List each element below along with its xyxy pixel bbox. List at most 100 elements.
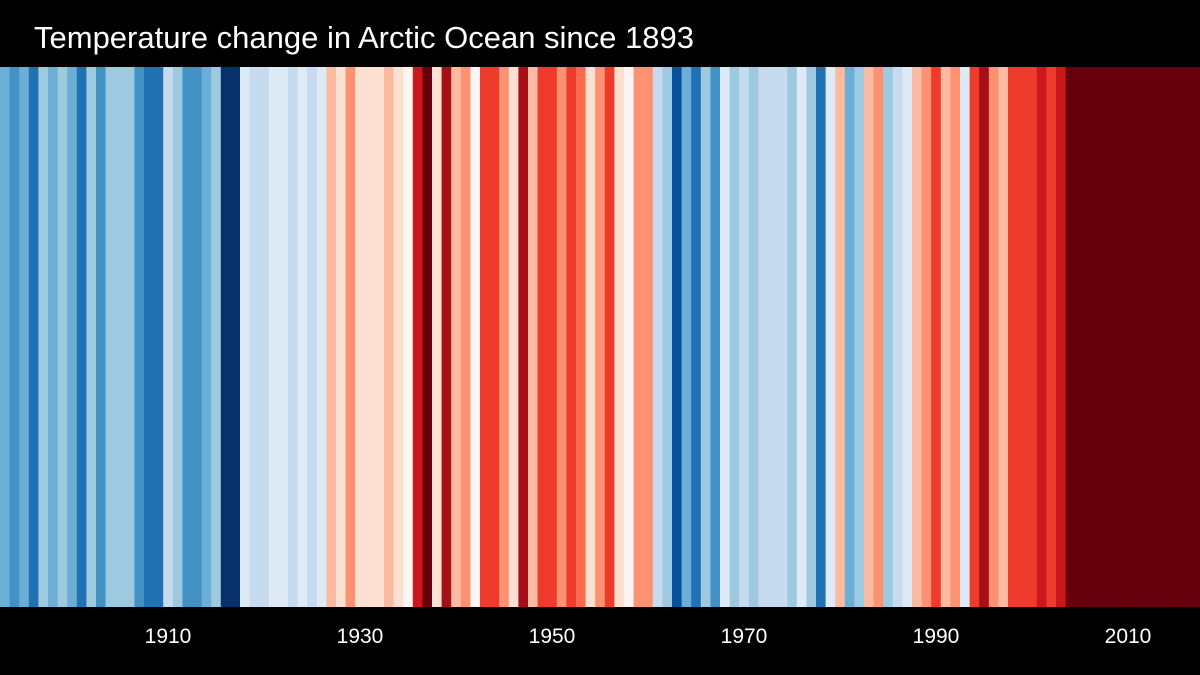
x-tick-label: 1970	[721, 625, 768, 648]
stripe-1960	[643, 67, 654, 607]
stripe-1932	[374, 67, 385, 607]
stripe-1909	[153, 67, 164, 607]
stripe-1977	[806, 67, 817, 607]
stripe-1983	[864, 67, 875, 607]
stripe-1938	[432, 67, 443, 607]
stripe-1980	[835, 67, 846, 607]
stripe-1959	[633, 67, 644, 607]
stripe-2004	[1065, 67, 1076, 607]
chart-title: Temperature change in Arctic Ocean since…	[34, 20, 694, 55]
stripe-1923	[288, 67, 299, 607]
x-axis: 1910 1930 1950 1970 1990 2010	[145, 625, 1152, 648]
stripe-1955	[595, 67, 606, 607]
stripe-1974	[777, 67, 788, 607]
stripe-1991	[940, 67, 951, 607]
stripe-1948	[528, 67, 539, 607]
stripe-1926	[316, 67, 327, 607]
stripe-1995	[979, 67, 990, 607]
stripe-layer	[0, 67, 1200, 607]
stripe-1982	[854, 67, 865, 607]
stripe-1989	[921, 67, 932, 607]
stripe-1941	[460, 67, 471, 607]
stripe-1986	[892, 67, 903, 607]
stripe-1927	[326, 67, 337, 607]
stripe-1921	[268, 67, 279, 607]
stripe-1965	[691, 67, 702, 607]
stripe-1918	[240, 67, 251, 607]
stripe-1944	[489, 67, 500, 607]
stripe-1961	[652, 67, 663, 607]
stripe-1934	[393, 67, 404, 607]
stripe-2009	[1113, 67, 1124, 607]
stripe-1953	[576, 67, 587, 607]
stripe-1902	[86, 67, 97, 607]
stripe-1994	[969, 67, 980, 607]
stripe-1990	[931, 67, 942, 607]
stripe-1979	[825, 67, 836, 607]
stripe-1956	[604, 67, 615, 607]
stripe-1997	[998, 67, 1009, 607]
stripe-1993	[960, 67, 971, 607]
stripe-2007	[1094, 67, 1105, 607]
stripe-1999	[1017, 67, 1028, 607]
stripe-1917	[230, 67, 241, 607]
stripe-1906	[124, 67, 135, 607]
stripe-1920	[259, 67, 270, 607]
stripe-1930	[355, 67, 366, 607]
stripe-2015	[1171, 67, 1182, 607]
stripe-1925	[307, 67, 318, 607]
stripe-1951	[556, 67, 567, 607]
stripe-1963	[672, 67, 683, 607]
stripe-1968	[720, 67, 731, 607]
stripe-2016	[1180, 67, 1191, 607]
stripe-1896	[28, 67, 39, 607]
stripe-1942	[470, 67, 481, 607]
stripe-1913	[192, 67, 203, 607]
stripe-1947	[518, 67, 529, 607]
stripe-1969	[729, 67, 740, 607]
stripe-1972	[758, 67, 769, 607]
stripe-1924	[297, 67, 308, 607]
stripe-1928	[336, 67, 347, 607]
stripe-1915	[211, 67, 222, 607]
stripe-1936	[412, 67, 423, 607]
stripe-2011	[1132, 67, 1143, 607]
stripe-1939	[441, 67, 452, 607]
stripe-1905	[115, 67, 126, 607]
stripe-1950	[547, 67, 558, 607]
stripe-2003	[1056, 67, 1067, 607]
stripe-1967	[710, 67, 721, 607]
stripe-1916	[220, 67, 231, 607]
stripe-1912	[182, 67, 193, 607]
stripe-1897	[38, 67, 49, 607]
stripe-1984	[873, 67, 884, 607]
stripe-1929	[345, 67, 356, 607]
stripe-2017	[1190, 67, 1200, 607]
stripe-1901	[76, 67, 87, 607]
x-tick-label: 1990	[913, 625, 960, 648]
stripe-1949	[537, 67, 548, 607]
stripe-1946	[508, 67, 519, 607]
stripe-1962	[662, 67, 673, 607]
stripe-1958	[624, 67, 635, 607]
stripe-1899	[57, 67, 68, 607]
stripe-2013	[1152, 67, 1163, 607]
stripe-1910	[163, 67, 174, 607]
stripe-1898	[48, 67, 59, 607]
stripe-2010	[1123, 67, 1134, 607]
stripe-1903	[96, 67, 107, 607]
stripe-2014	[1161, 67, 1172, 607]
stripe-1966	[700, 67, 711, 607]
stripe-1908	[144, 67, 155, 607]
stripe-2002	[1046, 67, 1057, 607]
stripe-1988	[912, 67, 923, 607]
stripe-1940	[451, 67, 462, 607]
stripe-1954	[585, 67, 596, 607]
stripe-2012	[1142, 67, 1153, 607]
x-tick-label: 2010	[1105, 625, 1152, 648]
stripe-1973	[768, 67, 779, 607]
stripe-2006	[1084, 67, 1095, 607]
stripe-1914	[201, 67, 212, 607]
